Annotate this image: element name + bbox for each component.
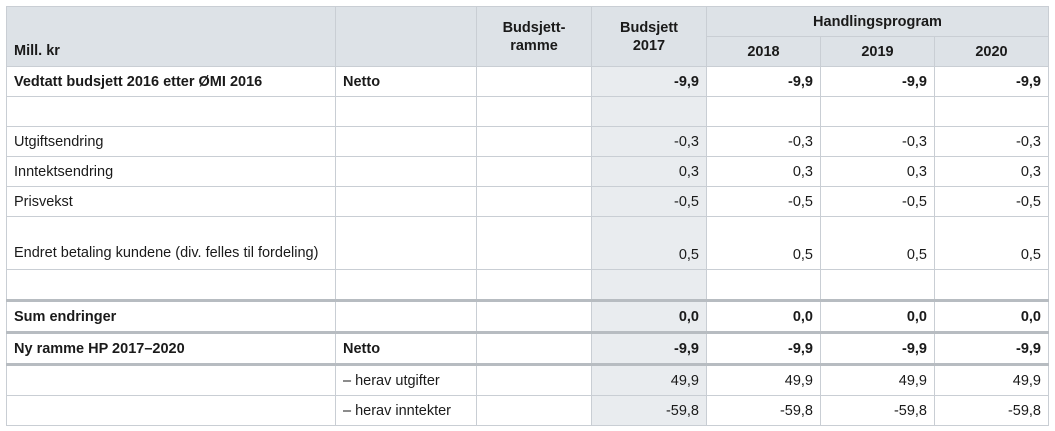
row-label: Endret betaling kundene (div. felles til…: [6, 216, 336, 270]
cell-2020: -59,8: [934, 395, 1049, 426]
row-sub: [335, 269, 477, 301]
sum-row: Sum endringer 0,0 0,0 0,0 0,0: [6, 299, 1049, 333]
year-2020-header: 2020: [934, 36, 1049, 67]
row-sub: [335, 299, 477, 333]
row-label: [6, 269, 336, 301]
cell-ramme: [476, 126, 592, 157]
row-sub: Netto: [335, 331, 477, 365]
cell-ramme: [476, 156, 592, 187]
cell-2020: -9,9: [934, 331, 1049, 365]
cell-ramme: [476, 186, 592, 217]
cell-2017: 0,0: [591, 299, 707, 333]
cell-2018: 49,9: [706, 363, 821, 396]
row-label: [6, 96, 336, 127]
cell-ramme: [476, 216, 592, 270]
cell-2018: 0,5: [706, 216, 821, 270]
budsjettramme-header: Budsjett- ramme: [476, 6, 592, 67]
row-sub: [335, 96, 477, 127]
cell-2019: 0,5: [820, 216, 935, 270]
table-row: Prisvekst -0,5 -0,5 -0,5 -0,5: [6, 186, 1049, 217]
cell-2020: -0,3: [934, 126, 1049, 157]
table-row: – herav utgifter 49,9 49,9 49,9 49,9: [6, 363, 1049, 396]
row-sub: [335, 126, 477, 157]
cell-2019: [820, 269, 935, 301]
cell-2018: 0,0: [706, 299, 821, 333]
cell-2019: -0,3: [820, 126, 935, 157]
cell-2018: [706, 269, 821, 301]
cell-ramme: [476, 363, 592, 396]
unit-header: Mill. kr: [6, 6, 336, 67]
table-row: Utgiftsendring -0,3 -0,3 -0,3 -0,3: [6, 126, 1049, 157]
cell-ramme: [476, 395, 592, 426]
cell-2019: 0,3: [820, 156, 935, 187]
row-label: Vedtatt budsjett 2016 etter ØMI 2016: [6, 66, 336, 97]
row-label: [6, 363, 336, 396]
cell-2017: -9,9: [591, 331, 707, 365]
table-row: – herav inntekter -59,8 -59,8 -59,8 -59,…: [6, 395, 1049, 426]
row-label: Ny ramme HP 2017–2020: [6, 331, 336, 365]
row-sub: [335, 156, 477, 187]
cell-2020: 0,0: [934, 299, 1049, 333]
cell-2017: -59,8: [591, 395, 707, 426]
cell-2020: 0,3: [934, 156, 1049, 187]
row-label: Utgiftsendring: [6, 126, 336, 157]
cell-2020: -9,9: [934, 66, 1049, 97]
cell-ramme: [476, 331, 592, 365]
table-row: [6, 269, 1049, 301]
year-2018-header: 2018: [706, 36, 821, 67]
table-row: [6, 96, 1049, 127]
row-label: Sum endringer: [6, 299, 336, 333]
year-2019-header: 2019: [820, 36, 935, 67]
cell-2020: -0,5: [934, 186, 1049, 217]
cell-2019: -0,5: [820, 186, 935, 217]
cell-ramme: [476, 269, 592, 301]
cell-2019: -9,9: [820, 331, 935, 365]
budget-table: Mill. kr Budsjett- ramme Budsjett 2017 H…: [6, 6, 1049, 426]
cell-2018: -59,8: [706, 395, 821, 426]
row-label: Prisvekst: [6, 186, 336, 217]
cell-2017: 49,9: [591, 363, 707, 396]
cell-2019: -9,9: [820, 66, 935, 97]
cell-2018: -9,9: [706, 331, 821, 365]
cell-2017: [591, 269, 707, 301]
cell-ramme: [476, 96, 592, 127]
budsjett-2017-header: Budsjett 2017: [591, 6, 707, 67]
cell-ramme: [476, 66, 592, 97]
cell-2020: 0,5: [934, 216, 1049, 270]
row-label: [6, 395, 336, 426]
handlingsprogram-header: Handlingsprogram: [706, 6, 1049, 37]
cell-2020: 49,9: [934, 363, 1049, 396]
row-sub: – herav inntekter: [335, 395, 477, 426]
cell-2020: [934, 96, 1049, 127]
cell-2019: 49,9: [820, 363, 935, 396]
cell-2019: 0,0: [820, 299, 935, 333]
header-blank: [335, 6, 477, 67]
cell-ramme: [476, 299, 592, 333]
cell-2018: [706, 96, 821, 127]
row-label: Inntektsendring: [6, 156, 336, 187]
cell-2018: -0,5: [706, 186, 821, 217]
table-row: Inntektsendring 0,3 0,3 0,3 0,3: [6, 156, 1049, 187]
cell-2020: [934, 269, 1049, 301]
table-row: Vedtatt budsjett 2016 etter ØMI 2016 Net…: [6, 66, 1049, 97]
row-sub: [335, 216, 477, 270]
cell-2017: 0,3: [591, 156, 707, 187]
cell-2017: 0,5: [591, 216, 707, 270]
row-sub: Netto: [335, 66, 477, 97]
cell-2019: -59,8: [820, 395, 935, 426]
cell-2017: [591, 96, 707, 127]
cell-2018: -9,9: [706, 66, 821, 97]
cell-2019: [820, 96, 935, 127]
cell-2017: -0,3: [591, 126, 707, 157]
cell-2018: 0,3: [706, 156, 821, 187]
row-sub: – herav utgifter: [335, 363, 477, 396]
new-frame-row: Ny ramme HP 2017–2020 Netto -9,9 -9,9 -9…: [6, 331, 1049, 365]
cell-2017: -0,5: [591, 186, 707, 217]
table-row: Endret betaling kundene (div. felles til…: [6, 216, 1049, 270]
row-sub: [335, 186, 477, 217]
cell-2017: -9,9: [591, 66, 707, 97]
cell-2018: -0,3: [706, 126, 821, 157]
